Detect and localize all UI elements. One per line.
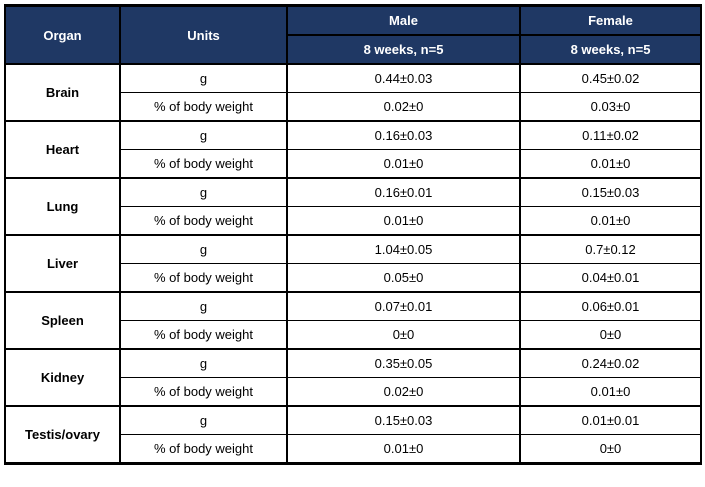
- value-cell: 0.03±0: [519, 92, 702, 122]
- value-cell: 0.01±0: [286, 206, 521, 236]
- table-row: % of body weight 0.05±0 0.04±0.01: [5, 263, 702, 293]
- organ-cell-kidney: Kidney: [4, 348, 121, 407]
- header-organ: Organ: [4, 4, 121, 65]
- header-female: Female: [519, 4, 702, 36]
- table-row: % of body weight 0.01±0 0.01±0: [5, 149, 702, 179]
- header-female-sub: 8 weeks, n=5: [519, 34, 702, 65]
- table-row: Lung g 0.16±0.01 0.15±0.03: [4, 177, 702, 236]
- value-cell: 0.04±0.01: [519, 263, 702, 293]
- unit-cell: % of body weight: [119, 263, 288, 293]
- table-body: Brain g 0.44±0.03 0.45±0.02 % of body we…: [4, 63, 702, 464]
- value-cell: 0±0: [519, 320, 702, 350]
- value-cell: 0.44±0.03: [286, 63, 521, 93]
- organ-weight-table: Organ Units Male Female 8 weeks, n=5 8 w…: [4, 4, 702, 465]
- value-cell: 0.7±0.12: [519, 234, 702, 264]
- unit-cell: % of body weight: [119, 92, 288, 122]
- organ-cell-brain: Brain: [4, 63, 121, 122]
- value-cell: 0.01±0: [519, 206, 702, 236]
- value-cell: 0.24±0.02: [519, 348, 702, 378]
- header-male: Male: [286, 4, 521, 36]
- value-cell: 0.01±0: [286, 434, 521, 464]
- organ-weight-table-container: Organ Units Male Female 8 weeks, n=5 8 w…: [4, 4, 702, 465]
- value-cell: 0.45±0.02: [519, 63, 702, 93]
- value-cell: 0.15±0.03: [286, 405, 521, 435]
- unit-cell: % of body weight: [119, 206, 288, 236]
- unit-cell: g: [119, 291, 288, 321]
- unit-cell: g: [119, 177, 288, 207]
- table-row: Liver g 1.04±0.05 0.7±0.12: [4, 234, 702, 293]
- table-row: Kidney g 0.35±0.05 0.24±0.02: [4, 348, 702, 407]
- value-cell: 1.04±0.05: [286, 234, 521, 264]
- organ-cell-liver: Liver: [4, 234, 121, 293]
- organ-cell-lung: Lung: [4, 177, 121, 236]
- unit-cell: % of body weight: [119, 434, 288, 464]
- value-cell: 0.01±0: [519, 149, 702, 179]
- value-cell: 0.35±0.05: [286, 348, 521, 378]
- unit-cell: % of body weight: [119, 149, 288, 179]
- header-row-sub: 8 weeks, n=5 8 weeks, n=5: [5, 34, 702, 65]
- value-cell: 0.05±0: [286, 263, 521, 293]
- header-male-sub: 8 weeks, n=5: [286, 34, 521, 65]
- table-row: % of body weight 0.02±0 0.03±0: [5, 92, 702, 122]
- unit-cell: g: [119, 120, 288, 150]
- value-cell: 0.11±0.02: [519, 120, 702, 150]
- table-row: % of body weight 0.02±0 0.01±0: [5, 377, 702, 407]
- table-row: Heart g 0.16±0.03 0.11±0.02: [4, 120, 702, 179]
- unit-cell: g: [119, 405, 288, 435]
- unit-cell: % of body weight: [119, 320, 288, 350]
- header-units: Units: [119, 4, 288, 65]
- value-cell: 0.01±0.01: [519, 405, 702, 435]
- organ-cell-testis-ovary: Testis/ovary: [4, 405, 121, 464]
- value-cell: 0.07±0.01: [286, 291, 521, 321]
- value-cell: 0±0: [286, 320, 521, 350]
- table-header: Organ Units Male Female 8 weeks, n=5 8 w…: [4, 4, 702, 65]
- value-cell: 0.16±0.03: [286, 120, 521, 150]
- value-cell: 0.02±0: [286, 92, 521, 122]
- header-row-main: Organ Units Male Female: [4, 4, 702, 65]
- organ-cell-spleen: Spleen: [4, 291, 121, 350]
- table-row: Spleen g 0.07±0.01 0.06±0.01: [4, 291, 702, 350]
- value-cell: 0.01±0: [286, 149, 521, 179]
- value-cell: 0.06±0.01: [519, 291, 702, 321]
- unit-cell: % of body weight: [119, 377, 288, 407]
- table-row: Brain g 0.44±0.03 0.45±0.02: [4, 63, 702, 122]
- organ-cell-heart: Heart: [4, 120, 121, 179]
- unit-cell: g: [119, 348, 288, 378]
- value-cell: 0.15±0.03: [519, 177, 702, 207]
- value-cell: 0.02±0: [286, 377, 521, 407]
- value-cell: 0.01±0: [519, 377, 702, 407]
- value-cell: 0.16±0.01: [286, 177, 521, 207]
- table-row: % of body weight 0.01±0 0.01±0: [5, 206, 702, 236]
- table-row: Testis/ovary g 0.15±0.03 0.01±0.01: [4, 405, 702, 464]
- unit-cell: g: [119, 63, 288, 93]
- table-row: % of body weight 0.01±0 0±0: [5, 434, 702, 464]
- unit-cell: g: [119, 234, 288, 264]
- value-cell: 0±0: [519, 434, 702, 464]
